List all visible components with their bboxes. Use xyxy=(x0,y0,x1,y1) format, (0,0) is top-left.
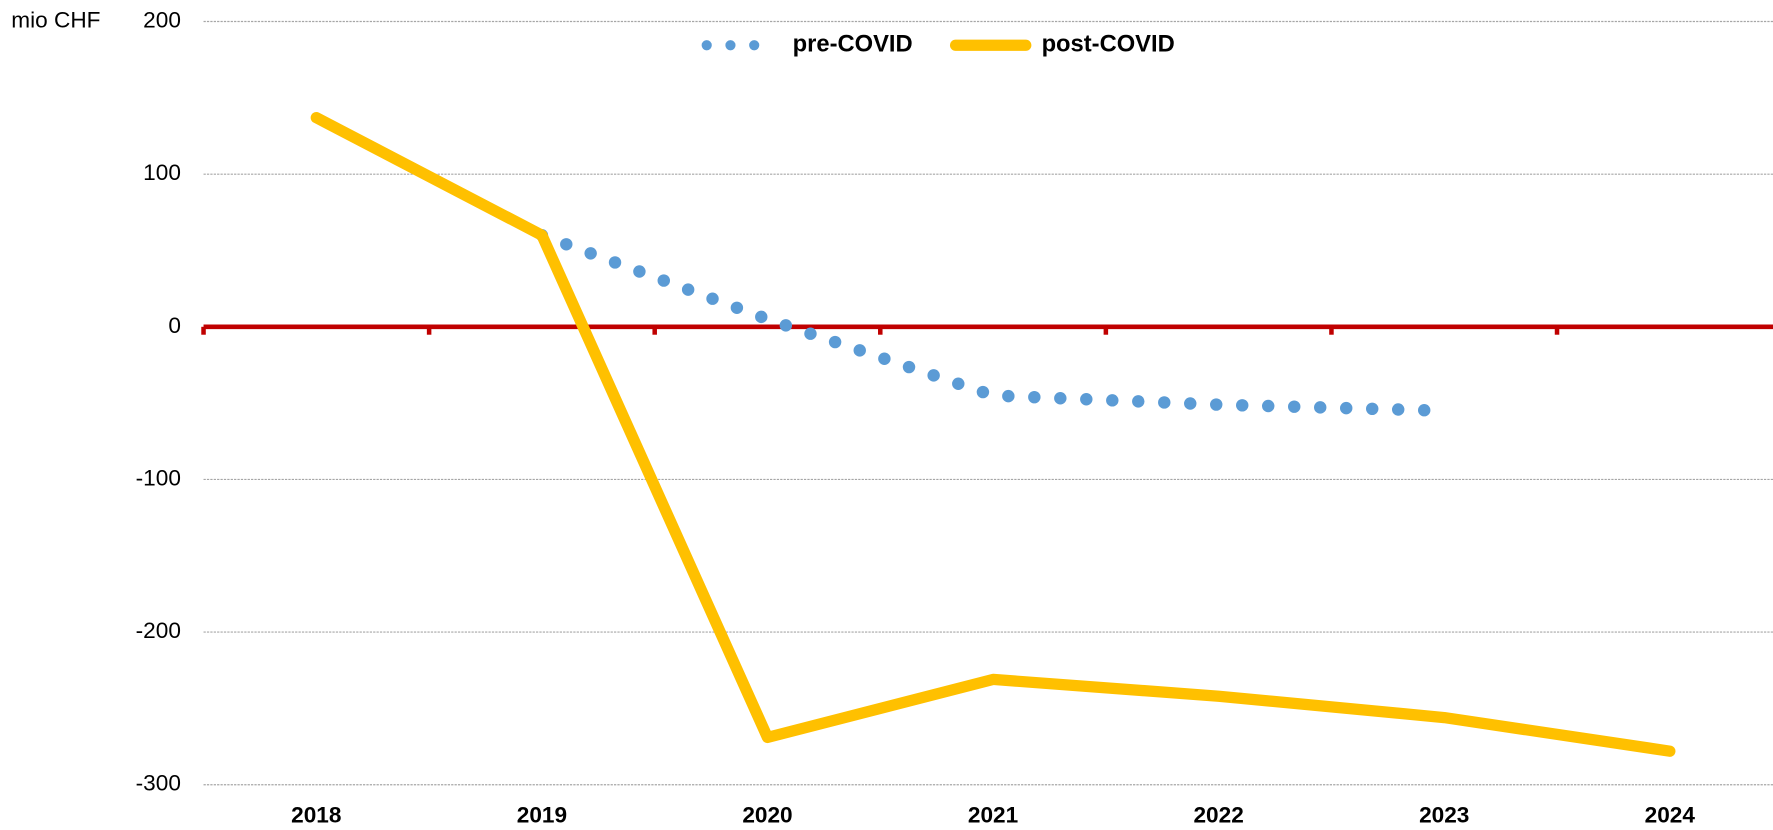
y-axis-label: mio CHF xyxy=(11,7,100,32)
y-tick-label: -100 xyxy=(136,465,181,490)
series-line xyxy=(535,228,1451,417)
y-tick-label: 100 xyxy=(143,160,181,185)
legend-label: pre-COVID xyxy=(793,32,913,58)
legend-label: post-COVID xyxy=(1042,32,1175,58)
x-tick-label: 2019 xyxy=(517,802,567,827)
y-tick-label: -200 xyxy=(136,618,181,643)
x-tick-label: 2024 xyxy=(1645,802,1696,827)
y-tick-label: 0 xyxy=(168,313,181,338)
y-tick-label: -300 xyxy=(136,771,181,796)
x-tick-label: 2022 xyxy=(1193,802,1243,827)
x-tick-label: 2023 xyxy=(1419,802,1469,827)
x-tick-label: 2021 xyxy=(968,802,1018,827)
y-tick-label: 200 xyxy=(143,7,181,32)
x-tick-label: 2018 xyxy=(291,802,341,827)
series-line xyxy=(310,112,1676,757)
x-tick-label: 2020 xyxy=(742,802,792,827)
